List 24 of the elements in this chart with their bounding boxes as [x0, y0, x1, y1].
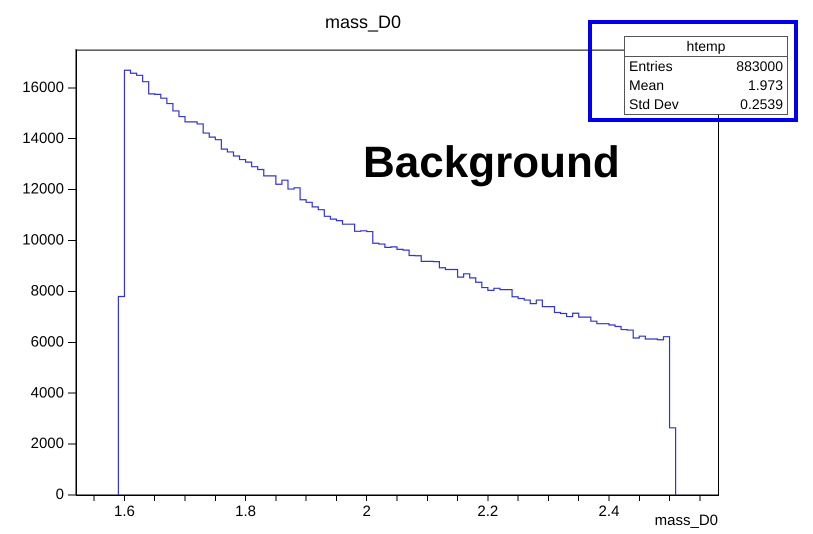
annotation: Entries [629, 57, 673, 76]
y-tick-label: 8000 [30, 282, 64, 300]
text: 883000 [736, 57, 783, 76]
annotation: htemp [625, 37, 787, 57]
annotation: Background [363, 138, 620, 188]
annotation: Mean [629, 76, 664, 95]
text: 0.2539 [740, 95, 783, 114]
x-tick-label: 2 [362, 503, 371, 520]
x-tick-label: 1.6 [114, 503, 135, 520]
y-tick-label: 16000 [22, 78, 64, 96]
annotation: Std Dev [629, 95, 679, 114]
x-axis-title: mass_D0 [654, 512, 718, 530]
y-tick-label: 12000 [22, 180, 64, 198]
x-tick-label: 2.4 [598, 503, 620, 520]
y-tick-label: 0 [56, 486, 64, 504]
y-tick-label: 6000 [30, 333, 64, 350]
chart-title: mass_D0 [324, 12, 402, 32]
text: 1.973 [748, 76, 783, 95]
y-tick-label: 4000 [30, 384, 64, 402]
x-tick-label: 1.8 [235, 503, 256, 520]
y-tick-label: 2000 [30, 435, 64, 452]
x-tick-label: 2.2 [477, 503, 498, 520]
y-tick-label: 10000 [22, 232, 64, 249]
y-tick-label: 14000 [22, 130, 64, 147]
